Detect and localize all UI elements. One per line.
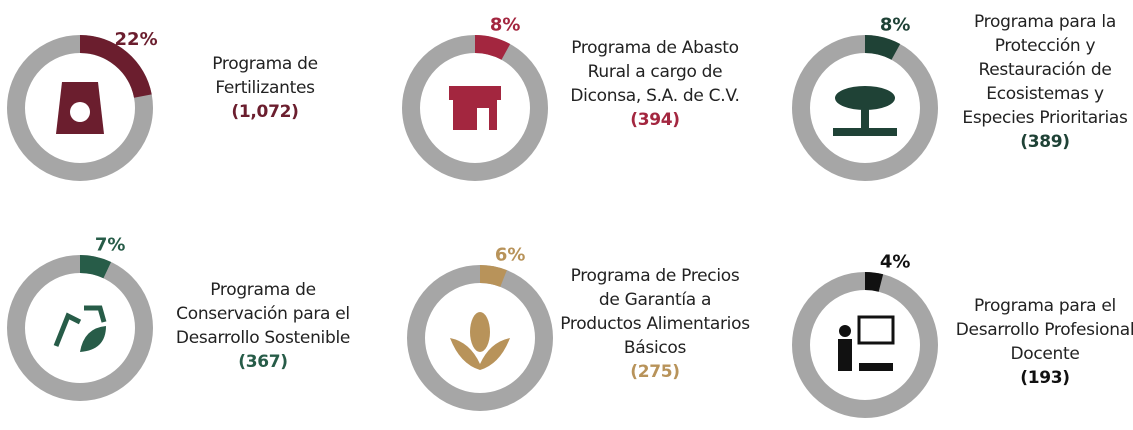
program-name: Programa de Conservación para el Desarro… [175,280,351,348]
icon [70,102,90,122]
program-count: (367) [238,352,288,372]
icon [449,86,501,100]
program-label: Programa para el Desarrollo Profesional … [950,294,1133,390]
program-count: (1,072) [231,102,299,122]
icon [857,315,895,345]
program-count: (275) [630,362,680,382]
program-count: (193) [1020,368,1070,388]
icon [450,338,510,370]
program-name: Programa de Precios de Garantía a Produc… [560,266,750,358]
donut-segment [407,265,553,411]
program-name: Programa de Fertilizantes [212,54,318,98]
icon [470,312,490,352]
program-label: Programa para la Protección y Restauraci… [950,10,1133,154]
percent-label: 7% [95,234,126,255]
icon [838,339,852,371]
percent-label: 8% [490,14,521,35]
percent-label: 6% [495,244,526,265]
icon [453,100,497,130]
donut-chart: 8% [402,14,548,181]
percent-label: 8% [880,14,911,35]
donut-chart: 6% [407,244,553,411]
program-count: (389) [1020,132,1070,152]
program-label: Programa de Fertilizantes (1,072) [170,52,360,124]
program-label: Programa de Precios de Garantía a Produc… [560,264,750,384]
donut-chart: 8% [792,14,938,181]
icon [859,363,893,371]
donut-segment [792,35,938,181]
icon [53,305,107,347]
icon [861,104,869,134]
program-name: Programa para el Desarrollo Profesional … [955,296,1133,364]
percent-label: 22% [115,29,158,50]
donut-track [792,272,938,418]
program-count: (394) [630,110,680,130]
program-name: Programa de Abasto Rural a cargo de Dico… [570,38,740,106]
program-label: Programa de Conservación para el Desarro… [168,278,358,374]
program-name: Programa para la Protección y Restauraci… [962,12,1128,128]
donut-chart: 7% [7,234,153,401]
donut-chart: 22% [7,29,158,181]
percent-label: 4% [880,251,911,272]
icon [833,128,897,136]
donut-segment [792,272,938,418]
donut-segment [402,35,548,181]
icon [477,108,489,130]
icon [835,86,895,110]
icon [80,326,106,352]
donut-segment [7,35,153,181]
program-label: Programa de Abasto Rural a cargo de Dico… [560,36,750,132]
donut-chart: 4% [792,251,938,418]
icon [839,325,851,337]
donut-track [7,255,153,401]
donut-segment [7,255,153,401]
